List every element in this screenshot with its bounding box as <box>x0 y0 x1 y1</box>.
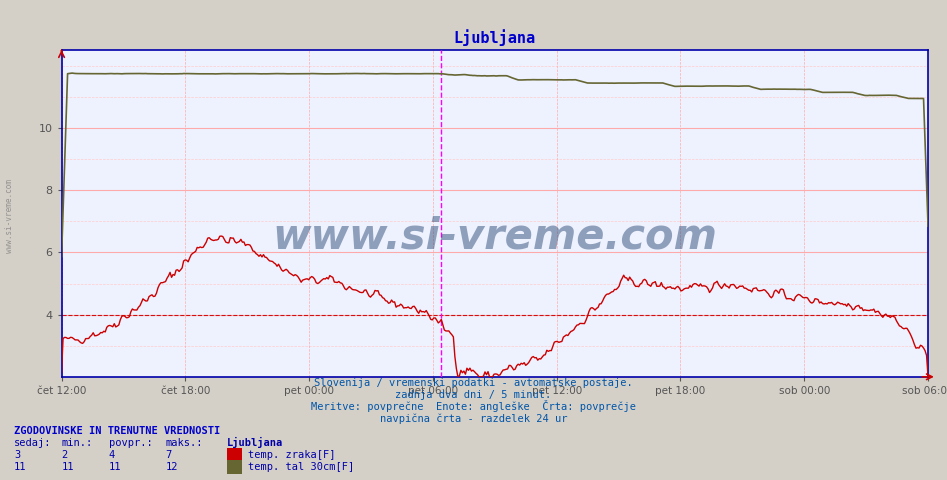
Text: Ljubljana: Ljubljana <box>227 437 283 448</box>
Text: Slovenija / vremenski podatki - avtomatske postaje.: Slovenija / vremenski podatki - avtomats… <box>314 378 633 388</box>
Text: 11: 11 <box>14 462 27 472</box>
Text: 2: 2 <box>62 450 68 460</box>
Text: 11: 11 <box>62 462 74 472</box>
Text: Meritve: povprečne  Enote: angleške  Črta: povprečje: Meritve: povprečne Enote: angleške Črta:… <box>311 400 636 412</box>
Text: sedaj:: sedaj: <box>14 438 52 448</box>
Title: Ljubljana: Ljubljana <box>454 30 536 47</box>
Text: 4: 4 <box>109 450 116 460</box>
Text: temp. tal 30cm[F]: temp. tal 30cm[F] <box>248 462 354 472</box>
Text: 12: 12 <box>166 462 178 472</box>
Text: navpična črta - razdelek 24 ur: navpična črta - razdelek 24 ur <box>380 414 567 424</box>
Text: www.si-vreme.com: www.si-vreme.com <box>5 179 14 253</box>
Text: povpr.:: povpr.: <box>109 438 152 448</box>
Text: maks.:: maks.: <box>166 438 204 448</box>
Text: min.:: min.: <box>62 438 93 448</box>
Text: 3: 3 <box>14 450 21 460</box>
Text: 11: 11 <box>109 462 121 472</box>
Text: ZGODOVINSKE IN TRENUTNE VREDNOSTI: ZGODOVINSKE IN TRENUTNE VREDNOSTI <box>14 426 221 436</box>
Text: 7: 7 <box>166 450 172 460</box>
Text: temp. zraka[F]: temp. zraka[F] <box>248 450 335 460</box>
Text: zadnja dva dni / 5 minut.: zadnja dva dni / 5 minut. <box>396 390 551 400</box>
Text: www.si-vreme.com: www.si-vreme.com <box>273 216 717 257</box>
